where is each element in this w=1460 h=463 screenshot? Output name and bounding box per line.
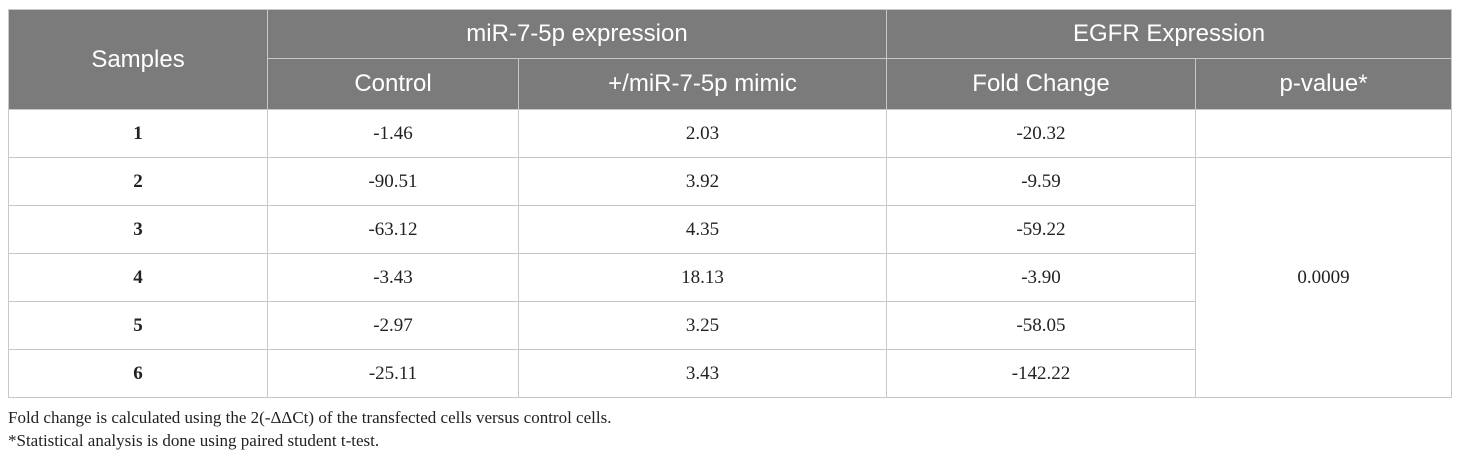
table-footnotes: Fold change is calculated using the 2(-Δ… [8,406,1451,452]
header-group-egfr: EGFR Expression [886,9,1453,59]
sample-cell: 2 [8,157,268,206]
table-row: 4 -3.43 18.13 -3.90 [8,253,1452,302]
mimic-cell: 18.13 [517,253,888,302]
footnote-statistics: *Statistical analysis is done using pair… [8,431,380,450]
header-fold-change: Fold Change [886,58,1197,110]
control-cell: -63.12 [267,205,519,254]
control-cell: -2.97 [267,301,519,350]
header-row-group: Samples miR-7-5p expression EGFR Express… [8,9,1453,110]
control-cell: -25.11 [267,349,519,398]
table-row: 2 -90.51 3.92 -9.59 0.0009 [8,157,1453,398]
sample-cell: 1 [8,109,268,158]
control-cell: -1.46 [267,109,519,158]
fold-change-cell: -142.22 [886,349,1197,398]
mimic-cell: 3.25 [517,301,888,350]
control-cell: -3.43 [267,253,519,302]
table-container: Samples miR-7-5p expression EGFR Express… [8,9,1453,452]
control-cell: -90.51 [267,157,519,206]
table-row: 1 -1.46 2.03 -20.32 [8,109,1453,158]
sample-cell: 6 [8,349,268,398]
mimic-cell: 2.03 [517,109,888,158]
mimic-cell: 3.92 [517,157,888,206]
fold-change-cell: -20.32 [886,109,1197,158]
header-control: Control [267,58,519,110]
sample-cell: 4 [8,253,268,302]
footnote-fold-change: Fold change is calculated using the 2(-Δ… [8,408,612,427]
mimic-cell: 3.43 [517,349,888,398]
header-samples: Samples [8,9,268,110]
table-row: 5 -2.97 3.25 -58.05 [8,301,1452,350]
header-p-value: p-value* [1195,58,1453,110]
data-table: Samples miR-7-5p expression EGFR Express… [8,9,1453,398]
header-mimic: +/miR-7-5p mimic [517,58,888,110]
mimic-cell: 4.35 [517,205,888,254]
header-row-sub: Control +/miR-7-5p mimic Fold Change p-v… [9,58,1453,110]
sample-cell: 5 [8,301,268,350]
fold-change-cell: -59.22 [886,205,1197,254]
fold-change-cell: -3.90 [886,253,1197,302]
header-group-mir: miR-7-5p expression [266,9,888,59]
fold-change-cell: -58.05 [886,301,1197,350]
table-row: 6 -25.11 3.43 -142.22 [8,349,1452,398]
p-value-cell-empty [1195,109,1453,158]
fold-change-cell: -9.59 [886,157,1197,206]
p-value-cell: 0.0009 [1195,157,1453,398]
sample-cell: 3 [8,205,268,254]
